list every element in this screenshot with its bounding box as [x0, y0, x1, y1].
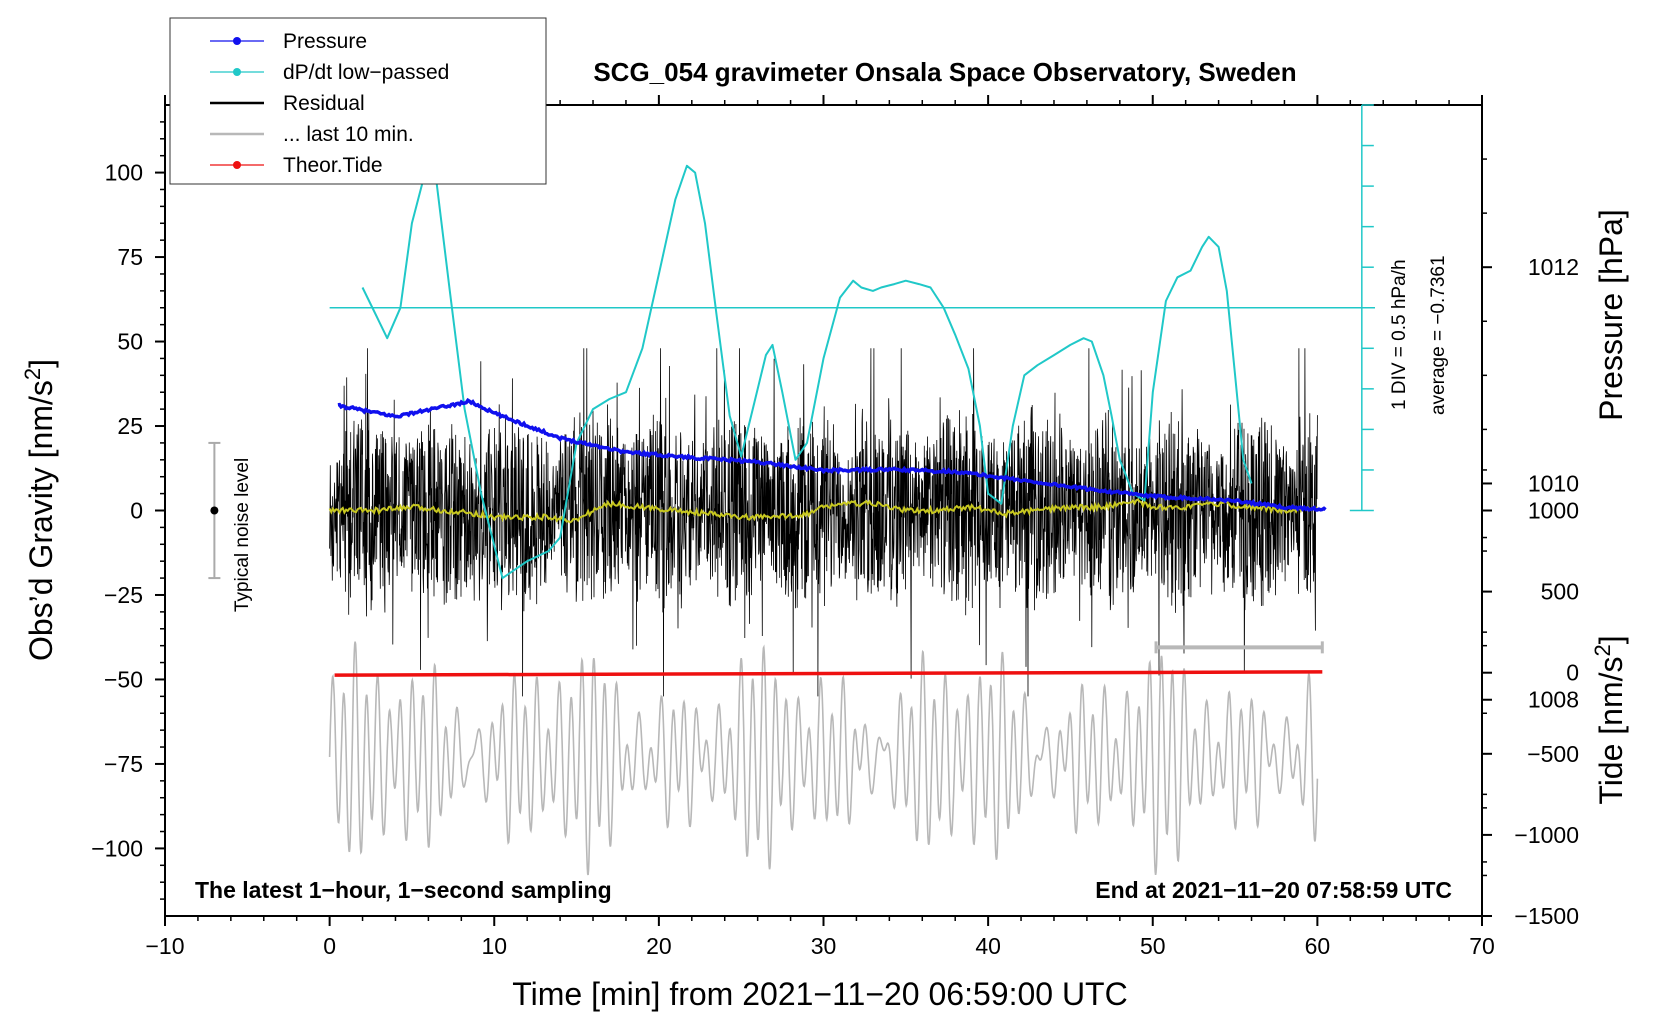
- y-left-tick-label: −25: [104, 582, 143, 608]
- residual-lowpass-line: [328, 498, 1318, 524]
- pressure-scale-label-1: 1 DIV = 0.5 hPa/h: [1389, 259, 1410, 410]
- x-axis-ticks: −10 0 10 20 30 40 50 60 70: [145, 95, 1495, 959]
- noise-center-dot: [210, 506, 219, 515]
- pressure-scale-bar: [1349, 104, 1374, 512]
- series-last-10-min: [1154, 641, 1324, 654]
- noise-level-label: Typical noise level: [232, 458, 253, 612]
- y-tide-tick-label: −500: [1527, 741, 1579, 767]
- series-residual-lowpass: [328, 498, 1318, 524]
- y-tide-axis-label: Tide [nm/s2]: [1590, 635, 1629, 804]
- legend-label: Theor.Tide: [283, 154, 383, 177]
- y-tide-tick-label: 500: [1541, 579, 1579, 605]
- pressure-line: [337, 397, 1327, 513]
- x-tick-label: 30: [811, 933, 837, 959]
- x-tick-label: 20: [646, 933, 672, 959]
- x-tick-label: 40: [975, 933, 1001, 959]
- footer-left: The latest 1−hour, 1−second sampling: [195, 877, 612, 903]
- y-left-ticks: 100 75 50 25 0 −25 −50 −75 −100: [91, 121, 165, 900]
- chart-title: SCG_054 gravimeter Onsala Space Observat…: [593, 57, 1296, 87]
- series-residual: [329, 348, 1318, 697]
- y-left-tick-label: −50: [104, 666, 143, 692]
- y-tide-tick-label: −1500: [1514, 903, 1579, 929]
- legend-label: Residual: [283, 92, 365, 115]
- theor-tide-line: [334, 670, 1323, 677]
- y-tide-tick-label: 0: [1566, 660, 1579, 686]
- x-axis-label: Time [min] from 2021−11−20 06:59:00 UTC: [512, 976, 1127, 1012]
- legend-box: [169, 17, 547, 185]
- legend-label: Pressure: [283, 30, 367, 53]
- x-tick-label: 70: [1469, 933, 1495, 959]
- legend-dot: [233, 161, 241, 169]
- y-left-tick-label: 25: [117, 413, 143, 439]
- legend-label: ... last 10 min.: [283, 123, 414, 146]
- x-tick-label: 0: [323, 933, 336, 959]
- legend-dot: [233, 68, 241, 76]
- pressure-scale-label-2: average = −0.7361: [1428, 255, 1449, 415]
- legend-label: dP/dt low−passed: [283, 61, 449, 84]
- y-pressure-axis-label: Pressure [hPa]: [1593, 209, 1629, 421]
- x-tick-label: −10: [145, 933, 184, 959]
- y-pressure-tick-label: 1010: [1528, 470, 1579, 496]
- y-tide-tick-label: −1000: [1514, 822, 1579, 848]
- series-tide-grey: [328, 641, 1319, 876]
- series-theor-tide: [334, 670, 1323, 677]
- y-left-tick-label: 75: [117, 244, 143, 270]
- y-left-axis-label: Obs’d Gravity [nm/s2]: [20, 359, 59, 661]
- y-left-tick-label: 0: [130, 498, 143, 524]
- legend-dot: [233, 37, 241, 45]
- noise-level-indicator: [208, 441, 221, 580]
- x-tick-label: 50: [1140, 933, 1166, 959]
- y-left-tick-label: −75: [104, 751, 143, 777]
- x-tick-label: 10: [481, 933, 507, 959]
- footer-right: End at 2021−11−20 07:58:59 UTC: [1095, 877, 1452, 903]
- y-right-ticks: 1012 1010 1008 1000 500 0 −500 −1000 −1500: [1482, 158, 1579, 929]
- y-pressure-tick-label: 1008: [1528, 687, 1579, 713]
- y-left-tick-label: −100: [91, 835, 143, 861]
- x-tick-label: 60: [1305, 933, 1331, 959]
- y-tide-tick-label: 1000: [1528, 498, 1579, 524]
- residual-line: [329, 348, 1318, 697]
- series-pressure: [337, 397, 1327, 513]
- y-left-tick-label: 50: [117, 329, 143, 355]
- legend: Pressure dP/dt low−passed Residual ... last…: [169, 17, 547, 185]
- tide-grey-line: [328, 641, 1319, 876]
- y-left-tick-label: 100: [105, 160, 143, 186]
- y-pressure-tick-label: 1012: [1528, 254, 1579, 280]
